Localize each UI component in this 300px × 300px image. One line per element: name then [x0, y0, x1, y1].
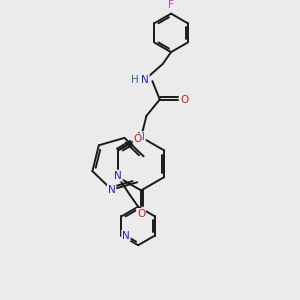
Text: N: N	[137, 132, 145, 142]
Text: F: F	[168, 0, 174, 10]
Text: N: N	[108, 184, 116, 195]
Text: N: N	[114, 171, 122, 181]
Text: N: N	[122, 231, 130, 241]
Text: O: O	[134, 134, 142, 144]
Text: H: H	[131, 75, 139, 85]
Text: N: N	[141, 75, 149, 85]
Text: O: O	[181, 94, 189, 104]
Text: O: O	[137, 209, 145, 219]
